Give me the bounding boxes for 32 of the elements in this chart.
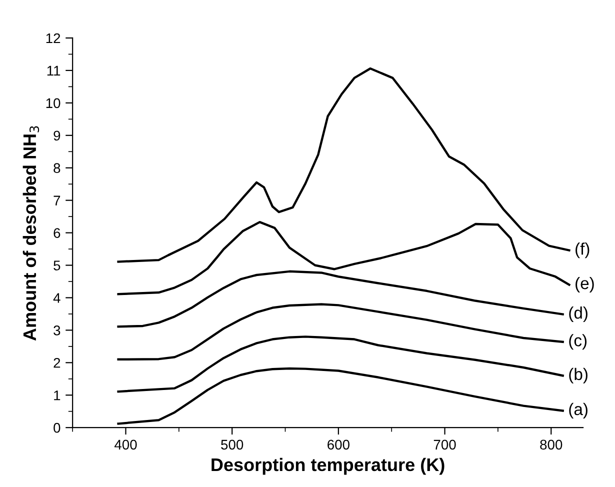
x-tick-label: 700: [434, 440, 456, 450]
x-tick-label: 500: [221, 440, 244, 450]
x-tick-label: 800: [540, 440, 562, 450]
y-tick-label: 0: [54, 422, 60, 433]
y-tick-label: 9: [54, 130, 60, 141]
series-label: (a): [569, 402, 588, 418]
line-series: [117, 303, 564, 361]
y-tick-label: 4: [53, 293, 60, 303]
y-tick-label: 3: [54, 326, 60, 336]
y-tick-label: 12: [46, 33, 60, 44]
line-series: [117, 270, 564, 328]
x-tick-label: 400: [114, 440, 137, 450]
x-tick-label: 600: [328, 440, 350, 450]
y-tick-label: 1: [54, 390, 60, 400]
y-tick-label: 7: [54, 196, 60, 206]
line-series: [117, 220, 570, 296]
y-tick-label: 2: [54, 358, 60, 368]
y-tick-label: 10: [46, 98, 60, 108]
series-label: (c): [569, 334, 587, 350]
line-series: [117, 336, 564, 393]
y-tick-label: 6: [54, 228, 60, 238]
line-series: [117, 367, 564, 425]
series-label: (d): [569, 306, 588, 322]
series-label: (e): [576, 276, 594, 292]
y-axis-title: Amount of desorbed NH$_{3}$: [22, 126, 40, 341]
y-tick-label: 11: [47, 66, 60, 76]
series-label: (b): [569, 368, 588, 384]
y-tick-label: 8: [54, 163, 60, 174]
x-axis-title: Desorption temperature (K): [212, 458, 444, 475]
y-tick-label: 5: [54, 260, 60, 270]
line-series: [117, 67, 570, 263]
series-label: (f): [576, 242, 590, 258]
